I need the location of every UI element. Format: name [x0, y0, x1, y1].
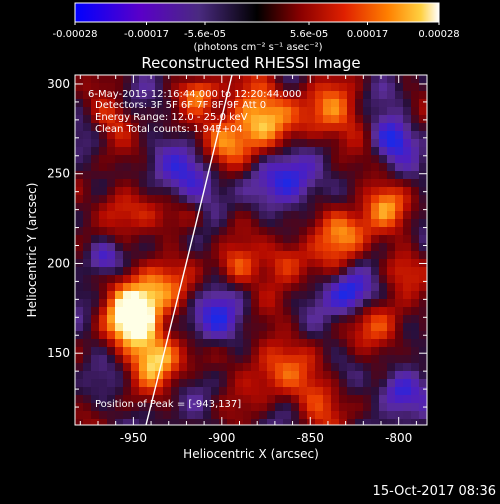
y-tick-label: 250 [47, 167, 70, 181]
plot-title: Reconstructed RHESSI Image [141, 54, 360, 72]
plot-frame [74, 74, 428, 426]
info-line-detectors: Detectors: 3F 5F 6F 7F 8F 9F Att 0 [95, 100, 266, 111]
y-tick-label: 300 [47, 77, 70, 91]
info-line-time: 6-May-2015 12:16:44.000 to 12:20:44.000 [88, 89, 301, 100]
x-tick-label: -900 [208, 431, 235, 445]
info-line-clean: Clean Total counts: 1.94E+04 [95, 124, 243, 135]
x-axis-label: Heliocentric X (arcsec) [183, 447, 319, 461]
rhessi-image [75, 75, 427, 425]
x-tick-label: -950 [120, 431, 147, 445]
y-axis-label: Heliocentric Y (arcsec) [25, 183, 39, 318]
y-tick-label: 200 [47, 256, 70, 270]
x-tick-label: -800 [385, 431, 412, 445]
colorbar-tick-label: 0.00017 [347, 29, 388, 40]
colorbar-unit-label: (photons cm⁻² s⁻¹ asec⁻²) [193, 42, 322, 53]
colorbar-tick-label: -0.00028 [53, 29, 98, 40]
colorbar-tick-label: 5.6e-05 [290, 29, 328, 40]
y-tick-label: 150 [47, 346, 70, 360]
info-line-energy: Energy Range: 12.0 - 25.0 keV [95, 112, 248, 123]
timestamp: 15-Oct-2017 08:36 [373, 484, 496, 499]
colorbar-tick-label: -0.00017 [124, 29, 169, 40]
colorbar-ticks: -0.00028 -0.00017 -5.6e-05 5.6e-05 0.00017 0.… [53, 22, 460, 40]
colorbar-tick-label: -5.6e-05 [184, 29, 226, 40]
axis-ticks: -950 -900 -850 -800 150 200 250 300 [47, 75, 427, 445]
peak-position-label: Position of Peak = [-943,137] [95, 399, 241, 410]
solar-limb-line [145, 75, 233, 425]
colorbar-tick-label: 0.00028 [418, 29, 459, 40]
colorbar [74, 2, 440, 23]
x-tick-label: -850 [297, 431, 324, 445]
